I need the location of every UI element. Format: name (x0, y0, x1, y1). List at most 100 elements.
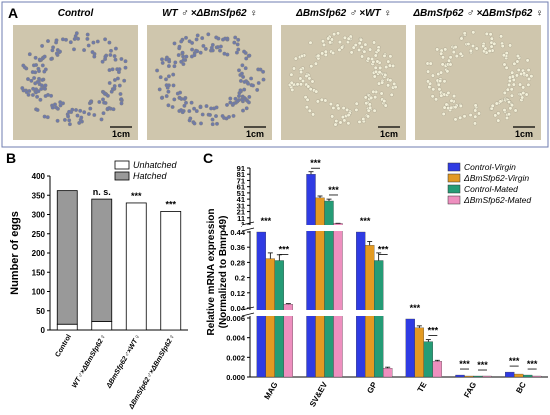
egg (200, 36, 205, 41)
significance-label: n. s. (93, 187, 111, 197)
egg (384, 65, 389, 70)
egg (166, 103, 171, 108)
egg (97, 100, 102, 104)
significance-label: *** (509, 356, 520, 366)
legend-swatch (447, 195, 461, 205)
egg (45, 115, 50, 120)
egg (172, 41, 177, 46)
photo-ko-m-x-ko-f: ΔBmSfp62 ♂ ×ΔBmSfp62 ♀ 1cm (412, 8, 543, 140)
egg (72, 47, 76, 52)
egg (236, 47, 241, 52)
egg (524, 73, 529, 78)
egg (292, 66, 296, 71)
egg (220, 114, 225, 118)
egg (82, 48, 87, 53)
egg (458, 115, 463, 120)
egg (167, 57, 171, 62)
egg (498, 99, 503, 104)
bar-control-mated (423, 341, 433, 378)
egg (111, 107, 116, 112)
egg (435, 47, 440, 52)
egg (500, 44, 505, 49)
egg (346, 113, 351, 118)
egg (119, 97, 124, 102)
egg (346, 121, 351, 126)
egg (368, 105, 373, 110)
egg (468, 48, 473, 53)
egg (336, 106, 341, 111)
egg (177, 95, 182, 100)
x-tick-label: GP (365, 380, 379, 395)
egg (198, 50, 203, 55)
egg (304, 105, 309, 110)
egg (459, 36, 464, 41)
egg (107, 81, 112, 85)
egg (426, 69, 431, 74)
egg (515, 54, 520, 58)
egg (511, 82, 516, 87)
egg-cluster (20, 31, 128, 127)
egg (225, 102, 229, 107)
egg (440, 62, 445, 67)
egg (452, 94, 457, 99)
significance-label: *** (131, 191, 142, 201)
egg (222, 51, 227, 56)
egg (514, 73, 519, 78)
bar--bmsfp62-mated (482, 375, 492, 378)
egg (214, 105, 219, 110)
egg (430, 94, 435, 99)
egg (181, 57, 186, 62)
egg (338, 120, 343, 125)
bar--bmsfp62-virgin (265, 258, 275, 378)
egg (375, 59, 380, 64)
egg (181, 54, 186, 59)
egg (85, 36, 90, 41)
egg (24, 90, 29, 95)
egg (58, 49, 62, 54)
y-tick-label: 50 (36, 307, 45, 316)
photo-title: ΔBmSfp62 ♂ ×ΔBmSfp62 ♀ (412, 8, 542, 19)
egg (331, 51, 336, 55)
bar-control-virgin (356, 231, 366, 378)
legend-label: Unhatched (133, 160, 178, 170)
egg (383, 103, 388, 108)
egg (157, 87, 162, 92)
bar--bmsfp62-virgin (514, 373, 524, 378)
egg (308, 87, 313, 92)
y-tick-label: 400 (32, 172, 46, 181)
egg (232, 40, 237, 45)
photo-control: Control 1cm (13, 8, 138, 140)
legend-swatch (114, 171, 130, 181)
bar-hatched (56, 190, 78, 325)
egg (521, 91, 526, 95)
egg (107, 40, 112, 45)
egg (43, 94, 48, 98)
egg (49, 57, 54, 61)
egg (303, 95, 308, 100)
egg (31, 86, 36, 91)
y-axis-label: Relative mRNA expression (206, 209, 217, 336)
egg (123, 59, 128, 64)
egg (74, 108, 78, 112)
egg (256, 81, 261, 85)
bar-control-virgin (505, 371, 515, 378)
egg (176, 53, 181, 58)
photo-wt-m-x-ko-f: WT ♂ ×ΔBmSfp62 ♀ 1cm (147, 8, 272, 140)
legend-label: Hatched (133, 171, 168, 181)
scale-bar-label: 1cm (515, 129, 533, 139)
bar-control-mated (374, 260, 384, 378)
egg (68, 40, 73, 45)
egg (364, 101, 369, 106)
egg (172, 97, 177, 102)
egg (178, 90, 183, 95)
egg (370, 57, 375, 61)
egg (363, 42, 368, 47)
egg (112, 54, 117, 59)
egg (182, 103, 187, 108)
egg (123, 65, 128, 70)
legend-swatch (447, 184, 461, 194)
egg (35, 94, 40, 99)
egg (332, 32, 337, 37)
egg (210, 117, 215, 122)
photo-title: Control (58, 8, 94, 19)
